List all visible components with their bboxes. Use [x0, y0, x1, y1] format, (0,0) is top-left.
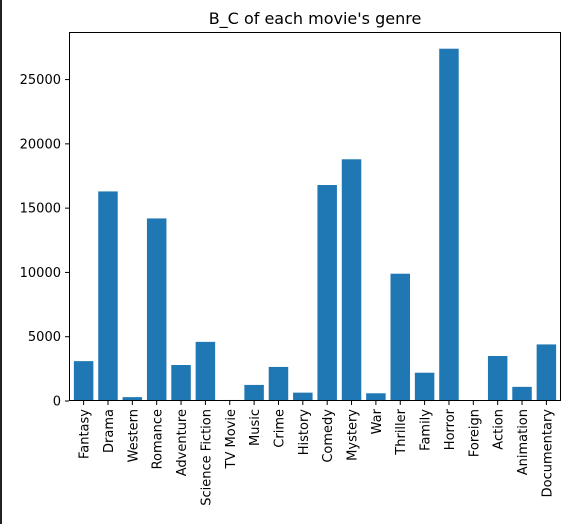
bar-science-fiction: [195, 341, 216, 401]
x-tick-label: Music: [248, 409, 263, 446]
bar-history: [293, 392, 313, 401]
y-tick-label: 25000: [20, 73, 61, 88]
chart-title: B_C of each movie's genre: [209, 9, 422, 29]
y-tick-label: 15000: [20, 202, 61, 217]
y-axis: 0 5000 10000 15000 20000 25000: [20, 73, 69, 410]
bar-crime: [268, 366, 289, 401]
bar-animation: [512, 386, 532, 401]
x-tick-label: Fantasy: [78, 409, 93, 459]
x-tick-label: Science Fiction: [199, 409, 214, 506]
x-tick-label: Mystery: [346, 409, 361, 461]
bar-romance: [146, 218, 167, 401]
x-axis: Fantasy Drama Western Romance Adventure Scien…: [78, 401, 555, 506]
x-tick-label: TV Movie: [224, 409, 239, 469]
bar-mystery: [341, 159, 362, 401]
x-tick-label: Family: [419, 409, 434, 451]
bar-comedy: [317, 185, 337, 401]
bar-family: [414, 372, 435, 401]
x-tick-label: Foreign: [467, 409, 482, 457]
bar-horror: [439, 48, 459, 401]
bar-war: [366, 393, 386, 401]
x-tick-label: Action: [492, 409, 507, 450]
x-tick-label: Romance: [151, 409, 166, 469]
bars-group: [73, 48, 557, 401]
x-tick-label: Adventure: [175, 409, 190, 476]
x-tick-label: Drama: [102, 409, 117, 453]
bar-documentary: [536, 344, 557, 401]
y-tick-label: 5000: [28, 330, 61, 345]
x-tick-label: Animation: [516, 409, 531, 475]
x-tick-label: War: [370, 408, 385, 434]
bar-fantasy: [73, 361, 94, 401]
y-tick-label: 10000: [20, 266, 61, 281]
bar-western: [122, 397, 143, 401]
x-tick-label: Thriller: [394, 408, 409, 455]
x-tick-label: Horror: [443, 408, 458, 450]
bar-music: [244, 384, 264, 401]
bar-thriller: [390, 273, 410, 401]
x-tick-label: Comedy: [321, 409, 336, 463]
bar-drama: [98, 191, 118, 401]
x-tick-label: Western: [126, 409, 141, 462]
bar-action: [487, 356, 508, 401]
y-tick-label: 20000: [20, 137, 61, 152]
plot-frame: [69, 32, 561, 401]
x-tick-label: Crime: [272, 409, 287, 448]
y-tick-label: 0: [53, 395, 61, 410]
x-tick-label: Documentary: [540, 409, 555, 498]
x-tick-label: History: [297, 409, 312, 456]
bar-adventure: [171, 365, 191, 401]
